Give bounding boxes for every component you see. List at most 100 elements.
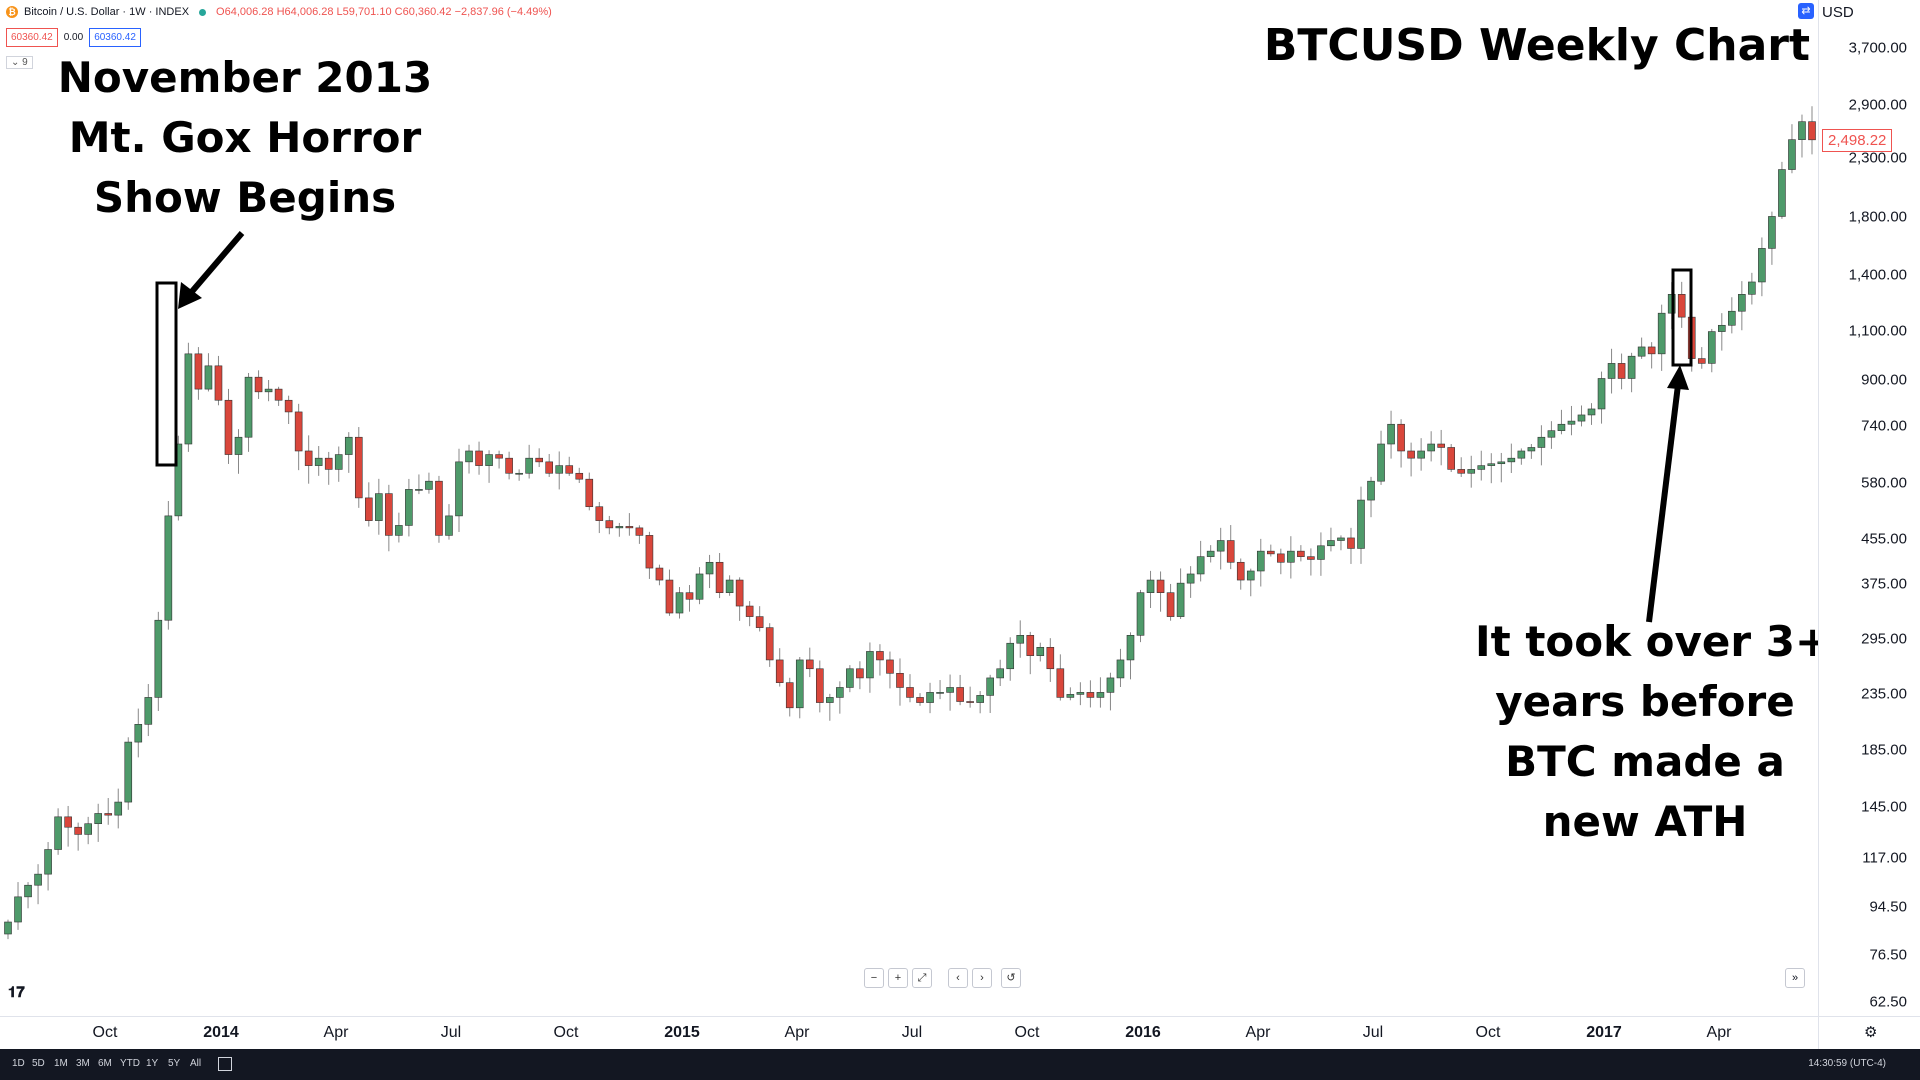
sell-button[interactable]: 60360.42: [6, 28, 58, 47]
zoom-in-button[interactable]: +: [888, 968, 908, 988]
annotation-right-line: BTC made a: [1505, 737, 1785, 786]
candle-down: [966, 701, 974, 703]
candle-down: [896, 672, 904, 688]
candle-up: [174, 443, 183, 517]
arrow-left-shaft: [186, 231, 245, 297]
candle-up: [1657, 312, 1666, 355]
time-tick-label: Oct: [1014, 1024, 1040, 1041]
scroll-right-button[interactable]: ›: [972, 968, 992, 988]
candle-up: [1798, 121, 1806, 140]
indicators-toggle[interactable]: ⌄ 9: [6, 56, 33, 69]
candle-up: [204, 365, 213, 390]
range-button-all[interactable]: All: [190, 1058, 202, 1069]
candle-up: [1126, 635, 1135, 661]
candle-down: [354, 436, 363, 499]
candle-up: [1567, 420, 1576, 425]
candle-down: [1046, 646, 1055, 670]
price-tick-label: 62.50: [1869, 993, 1907, 1011]
clock[interactable]: 14:30:59 (UTC-4): [1808, 1058, 1886, 1069]
candle-up: [1287, 550, 1295, 563]
range-button-5y[interactable]: 5Y: [168, 1058, 181, 1069]
candle-down: [1617, 363, 1626, 379]
candle-up: [1467, 469, 1476, 474]
currency-label[interactable]: USD: [1822, 4, 1854, 21]
candle-down: [304, 450, 313, 466]
zoom-controls: − + ⤢: [864, 968, 932, 988]
candle-up: [976, 695, 984, 703]
time-axis[interactable]: Oct 2014 Apr Jul Oct 2015 Apr Jul Oct 2016 Apr Jul O…: [0, 1016, 1818, 1050]
range-button-ytd[interactable]: YTD: [120, 1058, 140, 1069]
annotation-right: It took over 3+ years before BTC made a …: [1475, 612, 1830, 852]
price-tick-label: 900.00: [1861, 371, 1907, 389]
chart-area[interactable]: ₿ Bitcoin / U.S. Dollar · 1W · INDEX O64…: [0, 0, 1830, 1016]
candle-up: [184, 353, 193, 445]
arrow-right-head: [1667, 365, 1689, 390]
candle-up: [1507, 457, 1516, 463]
range-button-6m[interactable]: 6M: [98, 1058, 112, 1069]
candle-up: [375, 493, 383, 521]
symbol-title[interactable]: Bitcoin / U.S. Dollar · 1W · INDEX: [24, 6, 190, 18]
candle-down: [595, 506, 604, 521]
candle-up: [1206, 550, 1215, 557]
scroll-left-button[interactable]: ‹: [948, 968, 968, 988]
calendar-icon[interactable]: [218, 1057, 232, 1071]
candle-up: [1788, 139, 1796, 170]
tradingview-logo[interactable]: 𝟏𝟕: [8, 984, 25, 1001]
candle-down: [775, 659, 784, 683]
range-button-1m[interactable]: 1M: [54, 1058, 68, 1069]
arrow-right-shaft: [1646, 384, 1681, 623]
candle-up: [84, 823, 92, 835]
ohlc-values: O64,006.28 H64,006.28 L59,701.10 C60,360…: [216, 6, 552, 18]
buy-button[interactable]: 60360.42: [89, 28, 141, 47]
price-tick-label: 76.50: [1869, 946, 1907, 964]
candle-up: [1427, 443, 1435, 452]
range-button-1y[interactable]: 1Y: [146, 1058, 159, 1069]
candle-up: [996, 668, 1005, 679]
candle-down: [1056, 668, 1065, 698]
candle-up: [1146, 579, 1155, 593]
price-chart[interactable]: [0, 0, 1818, 1016]
time-tick-label: Oct: [92, 1024, 118, 1041]
candle-down: [1277, 553, 1285, 563]
scroll-controls: ‹ ›: [948, 968, 992, 988]
range-button-1d[interactable]: 1D: [12, 1058, 25, 1069]
price-tick-label: 580.00: [1861, 474, 1907, 492]
candle-down: [214, 365, 223, 401]
settings-icon[interactable]: ⚙: [1864, 1024, 1878, 1041]
price-tick-label: 295.00: [1861, 630, 1907, 648]
market-status-icon: [199, 8, 207, 16]
candle-up: [936, 692, 944, 694]
candle-down: [1156, 579, 1165, 593]
range-button-5d[interactable]: 5D: [32, 1058, 45, 1069]
candle-up: [234, 436, 243, 455]
range-button-3m[interactable]: 3M: [76, 1058, 90, 1069]
candle-up: [1216, 540, 1225, 552]
candle-down: [64, 816, 72, 828]
candle-down: [385, 493, 393, 536]
candle-up: [1758, 248, 1766, 283]
candle-down: [1677, 294, 1686, 318]
candle-up: [154, 619, 163, 698]
scroll-to-latest-button[interactable]: »: [1785, 968, 1805, 988]
candle-up: [1487, 463, 1496, 466]
price-axis[interactable]: 3,700.00 2,900.00 2,300.00 1,800.00 1,400.00…: [1818, 0, 1920, 1016]
candle-up: [94, 813, 102, 825]
candle-up: [1707, 331, 1716, 364]
candle-up: [1136, 592, 1145, 636]
candle-up: [1016, 635, 1025, 644]
candle-up: [1557, 423, 1566, 431]
candle-up: [164, 515, 173, 621]
candle-down: [815, 668, 824, 703]
candle-up: [1748, 281, 1756, 295]
time-tick-label: Oct: [1475, 1024, 1501, 1041]
currency-icon[interactable]: ⇄: [1798, 3, 1814, 19]
candle-down: [435, 480, 443, 536]
reset-chart-button[interactable]: ↺: [1001, 968, 1021, 988]
zoom-out-button[interactable]: −: [864, 968, 884, 988]
annotation-left-line: November 2013: [57, 53, 433, 102]
candle-down: [1297, 550, 1305, 557]
candle-down: [1307, 556, 1315, 560]
candle-up: [555, 465, 564, 474]
highlight-box-2013: [155, 281, 178, 467]
fit-button[interactable]: ⤢: [912, 968, 932, 988]
